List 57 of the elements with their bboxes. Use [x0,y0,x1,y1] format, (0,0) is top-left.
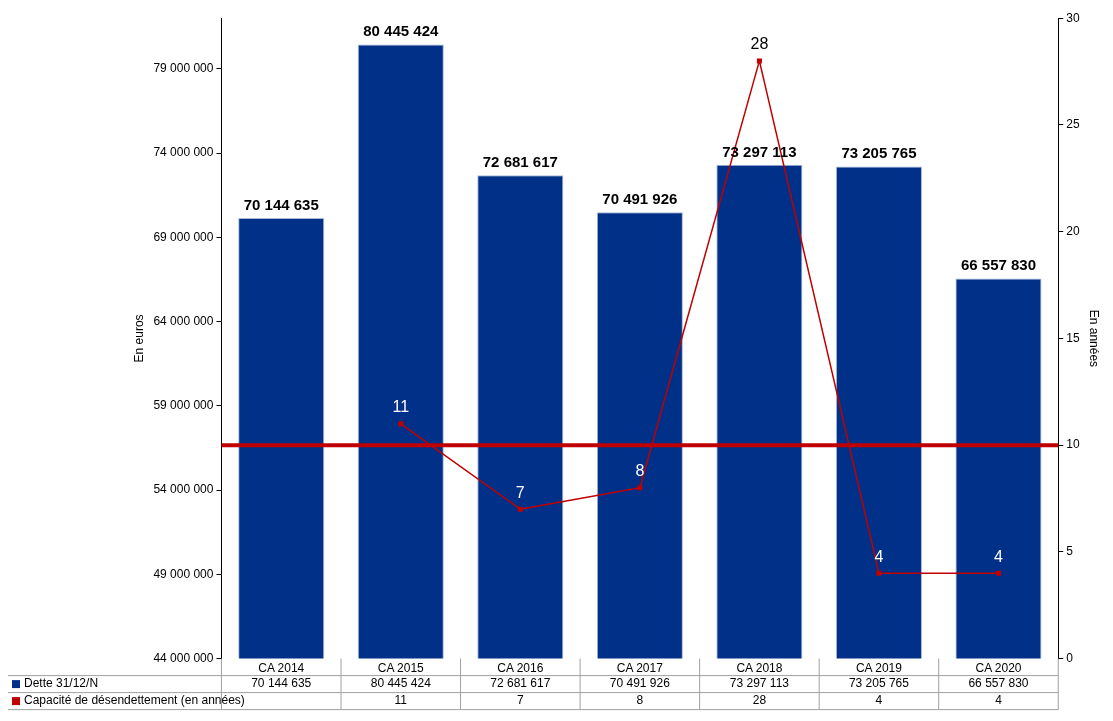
data-label: 4 [875,693,883,708]
data-label: 70 144 635 [251,676,312,691]
text: 11 [392,398,410,416]
data-label: 80 445 424 [370,676,432,691]
y-tick-label: 49 000 000 [153,566,214,581]
y2-tick-label: 15 [1066,330,1080,345]
point [756,58,762,64]
text: 4 [874,547,884,565]
y-tick-label: 59 000 000 [153,398,214,413]
y2-tick-label: 10 [1066,437,1080,452]
y2-tick-label: 30 [1066,10,1080,25]
legend-label: Dette 31/12/N [24,676,99,691]
text: 66 557 830 [960,256,1037,274]
y2-tick-label: 20 [1066,223,1080,238]
x-tick-label: CA 2015 [377,661,425,676]
text: 28 [750,35,769,53]
x-tick-label: CA 2019 [855,661,903,676]
text: 73 205 765 [841,144,917,162]
point [637,485,643,491]
point [398,421,404,427]
x-tick-label: CA 2020 [975,661,1022,676]
y-tick-label: 69 000 000 [153,229,214,244]
text: 70 491 926 [602,189,678,207]
x-tick-label: CA 2016 [497,661,544,676]
data-label: 70 491 926 [609,676,671,691]
text: 8 [635,462,645,480]
legend-label: Capacité de désendettement (en années) [24,693,245,708]
y2-tick-label: 5 [1066,544,1074,559]
data-label: 73 205 765 [848,676,910,691]
data-label: 11 [394,693,408,708]
point [995,570,1001,576]
text: 80 445 424 [363,22,439,40]
x-tick-label: CA 2018 [736,661,783,676]
y-tick-label: 64 000 000 [153,313,214,328]
data-label: 7 [516,693,524,708]
text: 4 [994,547,1003,565]
y-tick-label: 44 000 000 [153,650,214,665]
text: 70 144 635 [243,195,319,213]
text: 7 [515,483,525,501]
data-label: 4 [995,693,1003,708]
y-tick-label: 74 000 000 [153,145,214,160]
y2-tick-label: 25 [1066,117,1080,132]
data-label: 8 [636,693,644,708]
x-tick-label: CA 2017 [616,661,664,676]
y2-tick-label: 0 [1066,650,1074,665]
y2-axis-title: En années [1087,309,1102,368]
data-label: 28 [752,693,767,708]
y-tick-label: 54 000 000 [153,482,214,497]
point [876,570,882,576]
y-tick-label: 79 000 000 [153,61,214,76]
text: 72 681 617 [482,152,558,170]
y-axis-title: En euros [131,314,146,363]
data-label: 73 297 113 [729,676,790,691]
data-label: 72 681 617 [490,676,551,691]
data-label: 66 557 830 [968,676,1029,691]
x-tick-label: CA 2014 [258,661,305,676]
point [517,506,523,512]
